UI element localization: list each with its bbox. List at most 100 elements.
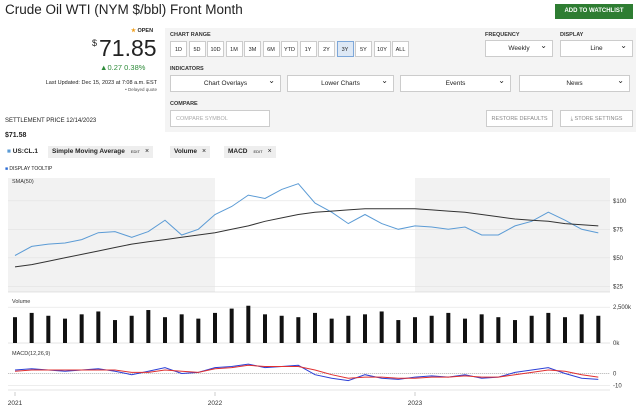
frequency-select[interactable]: Weekly [485,38,553,57]
volume-bar [313,312,317,343]
volume-bar [546,312,551,343]
restore-button[interactable]: RESTORE DEFAULTS [486,110,553,127]
volume-bar [363,314,367,343]
volume-bar [279,315,284,343]
volume-bar [413,317,417,343]
tag-edit[interactable]: EDIT [253,149,263,154]
volume-bar [329,318,334,343]
indicator-select[interactable]: Events [400,73,511,92]
year-band [415,178,610,292]
volume-bar [296,317,301,343]
updated: Last Updated: Dec 15, 2023 at 7:08 a.m. … [45,80,157,86]
range-button[interactable]: 2Y [318,41,335,57]
store-button[interactable]: ⤓ STORE SETTINGS [560,110,633,127]
display-select[interactable]: Line [560,38,633,57]
volume-bar [563,317,567,343]
range-button[interactable]: 1Y [299,41,317,57]
indicator-select[interactable]: Lower Charts [287,73,394,92]
x-tick-label: 2021 [8,400,23,407]
y-tick-label: $100 [613,199,627,205]
range-button[interactable]: ALL [392,41,409,57]
volume-bar [163,317,167,343]
delayed: • Delayed quote [125,87,157,92]
volume-bar [213,312,217,343]
display-label: DISPLAY [560,32,584,38]
y-tick-label: 0 [613,372,617,378]
frequency-label: FREQUENCY [485,32,520,38]
volume-bar [196,318,201,343]
volume-bar [113,320,117,343]
price: 71.85 [99,35,157,61]
volume-bar [63,318,67,343]
status: OPEN [137,28,154,34]
volume-bar [463,318,467,343]
x-tick-label: 2022 [208,400,223,407]
volume-bar [396,320,401,343]
volume-bar [179,314,184,343]
delayed-text: Delayed quote [127,87,157,92]
series-line [14,364,599,379]
range-button[interactable]: 10Y [373,41,391,57]
tooltip-toggle[interactable]: ■ DISPLAY TOOLTIP [5,166,53,172]
series-line [14,363,599,382]
volume-bar [446,312,451,343]
indicator-select[interactable]: Chart Overlays [170,73,281,92]
change-value: 0.27 [107,63,123,72]
indicators-label: INDICATORS [170,66,204,72]
tag-label: Volume [174,148,197,155]
volume-bar [146,310,151,343]
change: ▲0.27 0.38% [100,63,146,72]
title: Crude Oil WTI (NYM $/bbl) Front Month [5,2,243,17]
range-button[interactable]: 1M [225,41,243,57]
change-pct: 0.38% [124,63,146,72]
range-button[interactable]: 3Y [336,41,354,57]
volume-bar [596,315,601,343]
volume-bar [496,317,501,343]
range-button[interactable]: 5Y [355,41,372,57]
market-status: ★ OPEN [131,28,154,34]
volume-bar [13,317,17,343]
x-tick-label: 2023 [408,400,423,407]
panel-title: Volume [12,299,30,305]
range-button[interactable]: 5D [188,41,206,57]
y-tick-label: 2,500k [613,305,632,311]
tag[interactable]: MACD EDIT × [224,146,276,158]
volume-bar [529,315,534,343]
range-button[interactable]: 1D [170,41,187,57]
tag[interactable]: Simple Moving Average EDIT × [48,146,154,158]
sma-label: SMA(50) [12,179,34,185]
y-tick-label: $75 [613,227,624,233]
range-button[interactable]: 6M [262,41,280,57]
indicator-select[interactable]: News [519,73,630,92]
control-panel: CHART RANGE 1D 5D 10D 1M 3M 6M YTD 1Y 2Y 3Y 5Y 10Y A… [165,28,636,132]
panel-title: MACD(12,26,9) [12,351,50,357]
compare-input[interactable]: COMPARE SYMBOL [170,110,270,127]
range-label: CHART RANGE [170,32,211,38]
volume-bar [129,315,134,343]
range-button[interactable]: 3M [244,41,261,57]
range-button[interactable]: YTD [281,41,298,57]
volume-bar [513,320,517,343]
volume-bar [96,311,101,343]
year-band [8,178,215,292]
volume-bar [429,315,434,343]
tag[interactable]: Volume × [170,146,211,158]
compare-label: COMPARE [170,101,198,107]
symbol: US:CL.1 [12,148,39,155]
settlement-label: SETTLEMENT PRICE 12/14/2023 [5,118,97,124]
volume-bar [479,314,484,343]
tag-edit[interactable]: EDIT [130,149,140,154]
volume-bar [579,314,584,343]
watchlist-button[interactable]: ADD TO WATCHLIST [555,4,633,19]
settlement-price: $71.58 [5,132,27,139]
currency: $ [92,38,98,48]
volume-bar [29,312,34,343]
y-tick-label: -10 [613,383,622,389]
range-button[interactable]: 10D [207,41,224,57]
volume-bar [246,305,251,343]
volume-bar [229,308,234,343]
tag-label: Simple Moving Average [52,148,125,155]
volume-bar [263,314,267,343]
